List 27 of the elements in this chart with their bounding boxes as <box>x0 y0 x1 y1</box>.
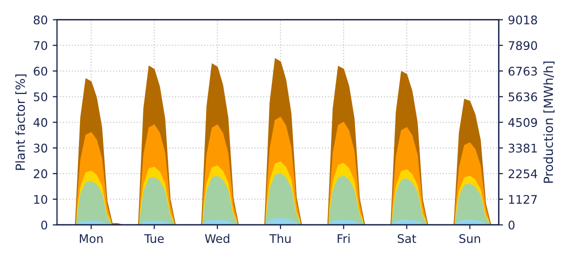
y2-tick-label: 9018 <box>508 15 538 24</box>
y-axis-title: Plant factor [%] <box>15 74 26 170</box>
y2-tick-label: 7890 <box>508 41 538 50</box>
y-tick-label: 60 <box>34 66 48 76</box>
x-tick-label: Sun <box>459 234 480 244</box>
y-tick-label: 70 <box>34 41 48 50</box>
x-tick-label: Fri <box>338 234 350 243</box>
x-tick-label: Tue <box>144 234 164 244</box>
x-tick-label: Wed <box>204 234 230 244</box>
y-tick-label: 0 <box>41 220 48 230</box>
y2-tick-label: 0 <box>508 220 515 230</box>
y2-axis-title: Production [MWh/h] <box>543 62 555 183</box>
y-tick-label: 80 <box>34 15 48 24</box>
y2-tick-label: 2254 <box>508 169 538 178</box>
y-tick-label: 30 <box>34 144 48 153</box>
y2-tick-label: 6763 <box>508 66 537 76</box>
x-tick-label: Mon <box>80 234 103 244</box>
x-tick-label: Sat <box>398 234 416 244</box>
y-tick-label: 40 <box>34 118 48 127</box>
y-tick-label: 10 <box>34 194 48 204</box>
y-tick-label: 20 <box>34 169 48 178</box>
y-tick-label: 50 <box>34 92 48 102</box>
y2-tick-label: 3381 <box>508 144 537 153</box>
x-tick-label: Thu <box>269 234 291 244</box>
y2-tick-label: 5636 <box>508 92 538 102</box>
y2-tick-label: 4509 <box>508 118 537 127</box>
y2-tick-label: 1127 <box>509 194 537 204</box>
